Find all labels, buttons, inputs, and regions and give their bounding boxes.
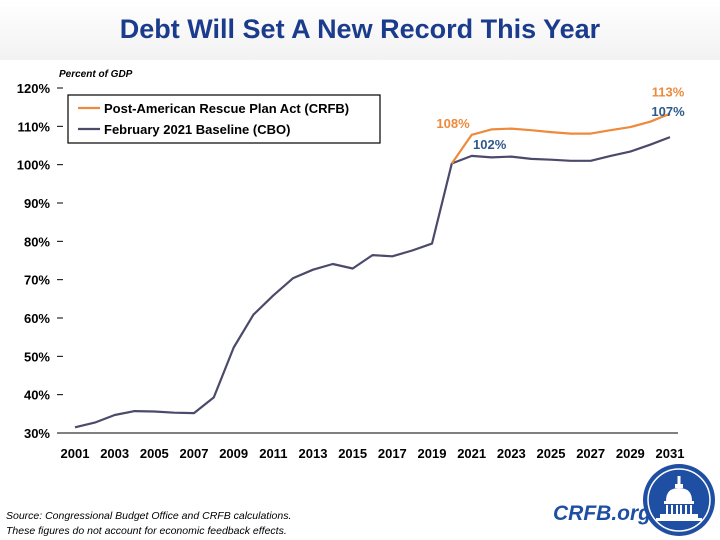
x-tick-label: 2011: [259, 446, 287, 461]
x-tick-label: 2025: [537, 446, 566, 461]
series-line-cbo-baseline: [74, 136, 671, 429]
x-tick-label: 2003: [100, 446, 129, 461]
x-tick-label: 2009: [219, 446, 248, 461]
title-bar: Debt Will Set A New Record This Year: [0, 0, 720, 60]
y-axis-label: Percent of GDP: [59, 69, 133, 80]
x-tick-label: 2027: [576, 446, 605, 461]
chart-axes: 30% 40% 50% 60% 70% 80% 90% 100% 110% 120% 2001 200…: [17, 81, 685, 461]
x-tick-label: 2023: [497, 446, 526, 461]
x-tick-label: 2007: [180, 446, 209, 461]
source-note: Source: Congressional Budget Office and …: [6, 510, 292, 522]
x-tick-label: 2021: [457, 446, 486, 461]
chart-annotations: 108%102% 113% 107%: [436, 85, 685, 152]
x-tick-label: 2005: [140, 446, 169, 461]
data-label: 113%: [652, 85, 685, 100]
x-tick-label: 2031: [656, 446, 685, 461]
legend-entry: February 2021 Baseline (CBO): [104, 122, 290, 137]
y-tick-label: 40%: [24, 388, 50, 403]
y-tick-label: 50%: [24, 349, 50, 364]
x-tick-label: 2013: [299, 446, 328, 461]
x-tick-label: 2015: [338, 446, 367, 461]
data-label: 108%: [436, 116, 470, 131]
y-tick-label: 100%: [17, 158, 51, 173]
data-label: 102%: [473, 137, 507, 152]
y-tick-label: 90%: [24, 196, 50, 211]
x-tick-label: 2017: [378, 446, 407, 461]
site-link[interactable]: CRFB.org: [553, 502, 651, 525]
x-tick-label: 2029: [616, 446, 645, 461]
chart-series: [74, 112, 671, 429]
capitol-dome-icon: [643, 464, 715, 536]
x-tick-label: 2019: [418, 446, 447, 461]
data-label: 107%: [651, 104, 685, 119]
x-tick-label: 2001: [61, 446, 90, 461]
y-tick-label: 120%: [17, 81, 51, 96]
legend-box: [67, 94, 381, 144]
y-tick-label: 110%: [17, 119, 50, 134]
y-tick-label: 70%: [24, 273, 50, 288]
y-tick-label: 80%: [24, 234, 50, 249]
y-tick-label: 60%: [24, 311, 50, 326]
chart-legend: Post-American Rescue Plan Act (CRFB) Febr…: [67, 94, 381, 144]
page-title: Debt Will Set A New Record This Year: [119, 14, 601, 44]
caveat-note: These figures do not account for economi…: [6, 525, 287, 537]
series-line-crfb-post-arp: [450, 112, 671, 165]
legend-entry: Post-American Rescue Plan Act (CRFB): [104, 101, 349, 116]
y-tick-label: 30%: [24, 426, 50, 441]
